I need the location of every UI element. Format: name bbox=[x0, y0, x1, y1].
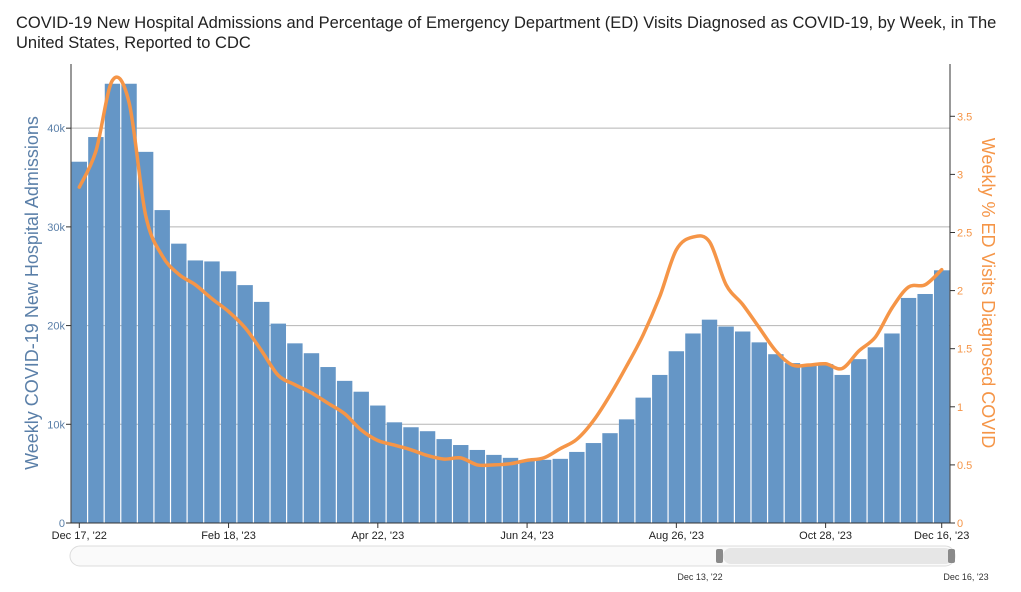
bar[interactable] bbox=[668, 351, 685, 523]
bar[interactable] bbox=[370, 405, 386, 523]
bar[interactable] bbox=[71, 161, 87, 523]
bar[interactable] bbox=[303, 353, 320, 523]
bar[interactable] bbox=[784, 363, 801, 523]
navigator-left-handle[interactable] bbox=[716, 549, 723, 563]
bar[interactable] bbox=[254, 301, 270, 523]
bar[interactable] bbox=[685, 333, 701, 523]
bar[interactable] bbox=[585, 443, 602, 523]
bar[interactable] bbox=[104, 83, 121, 523]
navigator-end-label: Dec 16, '23 bbox=[943, 572, 988, 582]
bar[interactable] bbox=[469, 449, 486, 523]
bar[interactable] bbox=[801, 365, 817, 523]
x-tick-label: Oct 28, '23 bbox=[799, 530, 852, 542]
bar[interactable] bbox=[237, 285, 253, 523]
left-tick-label: 0 bbox=[59, 518, 65, 530]
right-tick-label: 3.5 bbox=[957, 111, 972, 123]
bar[interactable] bbox=[734, 331, 751, 523]
bar[interactable] bbox=[204, 261, 220, 523]
ed-visits-line bbox=[77, 75, 944, 468]
right-tick-label: 3 bbox=[957, 169, 963, 181]
bar[interactable] bbox=[851, 359, 867, 523]
bar[interactable] bbox=[436, 439, 452, 523]
x-tick-label: Jun 24, '23 bbox=[500, 530, 553, 542]
right-tick-label: 2.5 bbox=[957, 227, 972, 239]
bar[interactable] bbox=[867, 347, 884, 523]
x-tick-label: Dec 16, '23 bbox=[914, 530, 969, 542]
left-axis-title: Weekly COVID-19 New Hospital Admissions bbox=[22, 116, 42, 470]
bar[interactable] bbox=[917, 293, 933, 523]
bar[interactable] bbox=[386, 422, 403, 523]
bar[interactable] bbox=[718, 326, 734, 523]
bar[interactable] bbox=[154, 210, 170, 523]
bar[interactable] bbox=[602, 433, 618, 523]
bar[interactable] bbox=[652, 374, 668, 523]
right-tick-label: 2 bbox=[957, 286, 963, 298]
bar[interactable] bbox=[502, 457, 519, 523]
right-tick-label: 0 bbox=[957, 518, 963, 530]
x-tick-label: Feb 18, '23 bbox=[201, 530, 256, 542]
bar[interactable] bbox=[187, 260, 204, 523]
right-axis-title: Weekly % ED Visits Diagnosed COVID bbox=[978, 138, 998, 448]
bar[interactable] bbox=[701, 319, 718, 523]
bar[interactable] bbox=[934, 270, 950, 523]
x-axis-ticks: Dec 17, '22 Feb 18, '23 Apr 22, '23 Jun 24,… bbox=[52, 523, 969, 542]
bar[interactable] bbox=[552, 458, 568, 523]
bar[interactable] bbox=[220, 271, 237, 523]
bar[interactable] bbox=[336, 380, 353, 523]
navigator-start-label: Dec 13, '22 bbox=[677, 572, 722, 582]
left-axis-ticks: 0 10k 20k 30k 40k bbox=[47, 123, 71, 530]
bar[interactable] bbox=[900, 297, 917, 523]
x-tick-label: Dec 17, '22 bbox=[52, 530, 107, 542]
chart-title: COVID-19 New Hospital Admissions and Per… bbox=[16, 14, 997, 52]
bar[interactable] bbox=[817, 364, 834, 523]
bar[interactable] bbox=[884, 333, 900, 523]
bar[interactable] bbox=[419, 431, 436, 523]
right-axis-ticks: 0 0.5 1 1.5 2 2.5 3 3.5 bbox=[950, 111, 972, 530]
axes bbox=[70, 64, 951, 524]
bar[interactable] bbox=[618, 419, 635, 523]
range-navigator: Dec 13, '22 Dec 16, '23 bbox=[69, 545, 989, 582]
bar-series bbox=[71, 83, 950, 523]
left-tick-label: 30k bbox=[47, 222, 65, 234]
navigator-selection[interactable] bbox=[723, 548, 953, 564]
right-tick-label: 1.5 bbox=[957, 344, 972, 356]
left-tick-label: 10k bbox=[47, 419, 65, 431]
left-tick-label: 20k bbox=[47, 321, 65, 333]
right-tick-label: 1 bbox=[957, 402, 963, 414]
bar[interactable] bbox=[320, 367, 336, 523]
bar[interactable] bbox=[519, 460, 535, 523]
bar[interactable] bbox=[171, 243, 187, 523]
bar[interactable] bbox=[121, 83, 137, 523]
x-tick-label: Aug 26, '23 bbox=[649, 530, 704, 542]
bar[interactable] bbox=[453, 445, 469, 523]
bar[interactable] bbox=[768, 354, 784, 523]
bar[interactable] bbox=[834, 374, 850, 523]
right-tick-label: 0.5 bbox=[957, 460, 972, 472]
bar[interactable] bbox=[486, 454, 502, 523]
navigator-right-handle[interactable] bbox=[948, 549, 955, 563]
bar[interactable] bbox=[88, 137, 104, 523]
left-tick-label: 40k bbox=[47, 123, 65, 135]
bar[interactable] bbox=[353, 391, 369, 523]
bar[interactable] bbox=[137, 151, 154, 523]
bar[interactable] bbox=[751, 342, 767, 523]
bar[interactable] bbox=[535, 459, 552, 523]
x-tick-label: Apr 22, '23 bbox=[351, 530, 404, 542]
bar[interactable] bbox=[403, 427, 419, 523]
bar[interactable] bbox=[287, 343, 303, 523]
bar[interactable] bbox=[635, 397, 651, 523]
bar[interactable] bbox=[569, 451, 585, 523]
bar[interactable] bbox=[270, 323, 287, 523]
